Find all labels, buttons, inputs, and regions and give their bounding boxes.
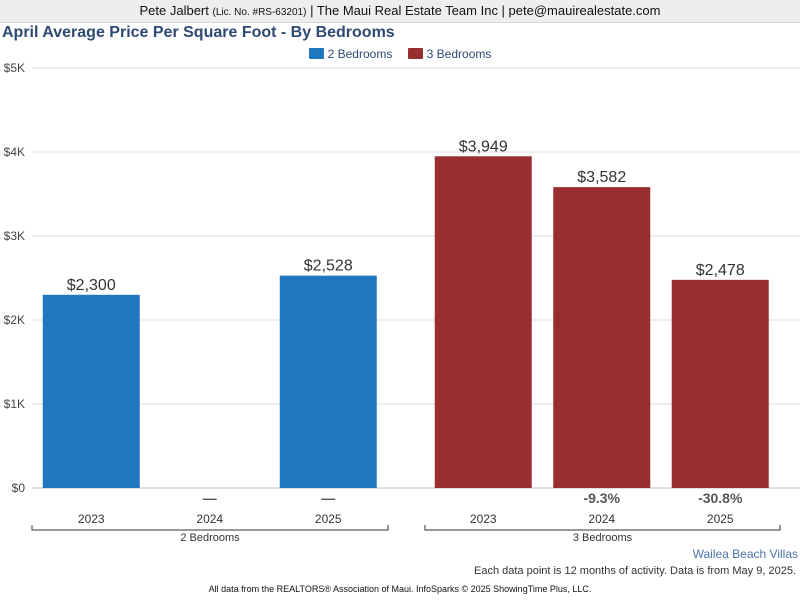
group-bracket <box>424 525 781 531</box>
company-email: | The Maui Real Estate Team Inc | pete@m… <box>310 3 661 18</box>
bar-value-label: $2,478 <box>696 262 745 279</box>
change-label: — <box>321 490 335 506</box>
bar-value-label: $3,949 <box>459 138 508 155</box>
legend-item-2-bedrooms[interactable]: 2 Bedrooms <box>308 46 393 61</box>
bar <box>434 156 532 488</box>
y-tick-label: $5K <box>4 61 25 75</box>
legend-label-2-bedrooms: 2 Bedrooms <box>327 46 393 61</box>
group-label: 3 Bedrooms <box>573 532 633 544</box>
change-label: — <box>203 490 217 506</box>
agent-name: Pete Jalbert <box>139 3 209 18</box>
x-tick-label: 2024 <box>196 512 223 526</box>
bar-value-label: $3,582 <box>577 169 626 186</box>
x-tick-label: 2023 <box>470 512 497 526</box>
bar-value-label: $2,300 <box>67 277 116 294</box>
y-tick-label: $0 <box>12 481 26 495</box>
bar <box>553 187 651 488</box>
chart-legend: 2 Bedrooms 3 Bedrooms <box>0 46 800 61</box>
x-tick-label: 2025 <box>707 512 734 526</box>
group-bracket <box>31 525 389 531</box>
legend-label-3-bedrooms: 3 Bedrooms <box>426 46 492 61</box>
y-tick-label: $2K <box>4 313 25 327</box>
y-tick-label: $1K <box>4 397 25 411</box>
x-tick-label: 2025 <box>315 512 342 526</box>
location-label[interactable]: Wailea Beach Villas <box>692 547 798 561</box>
y-tick-label: $4K <box>4 145 25 159</box>
change-label: -9.3% <box>583 490 620 506</box>
bar-value-label: $2,528 <box>304 258 353 275</box>
source-note: All data from the REALTORS® Association … <box>208 584 592 594</box>
x-tick-label: 2024 <box>588 512 615 526</box>
bar <box>42 294 140 488</box>
license-number: (Lic. No. #RS-63201) <box>212 7 307 18</box>
legend-swatch-3-bedrooms <box>407 47 423 59</box>
y-tick-label: $3K <box>4 229 25 243</box>
x-tick-label: 2023 <box>78 512 105 526</box>
chart-title: April Average Price Per Square Foot - By… <box>2 24 395 41</box>
legend-item-3-bedrooms[interactable]: 3 Bedrooms <box>407 46 492 61</box>
change-label: -30.8% <box>698 490 743 506</box>
bar <box>671 279 769 488</box>
legend-swatch-2-bedrooms <box>308 47 324 59</box>
header-bar: Pete Jalbert (Lic. No. #RS-63201) | The … <box>0 0 800 23</box>
activity-note: Each data point is 12 months of activity… <box>473 565 796 577</box>
bar <box>279 275 377 488</box>
group-label: 2 Bedrooms <box>180 532 240 544</box>
